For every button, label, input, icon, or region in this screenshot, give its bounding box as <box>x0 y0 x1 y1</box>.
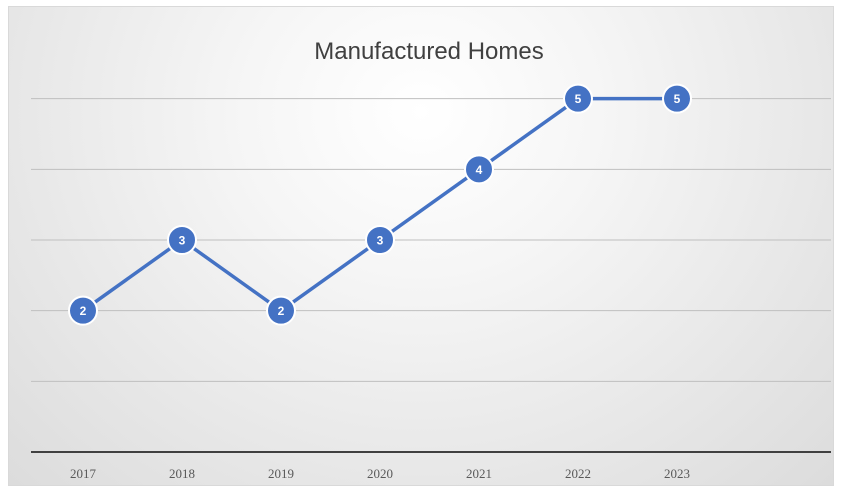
x-tick-label: 2018 <box>169 466 195 481</box>
chart-title: Manufactured Homes <box>314 38 543 65</box>
data-point <box>266 295 296 326</box>
x-tick-label: 2023 <box>664 466 690 481</box>
x-tick-label: 2020 <box>367 466 393 481</box>
x-tick-label: 2022 <box>565 466 591 481</box>
data-label: 3 <box>179 234 186 248</box>
data-label: 2 <box>278 304 285 318</box>
chart-area: Manufactured Homes 2017 2018 2019 2020 2021 2… <box>8 6 834 486</box>
data-point <box>365 225 395 255</box>
data-label: 3 <box>377 234 384 248</box>
series-group: 2 3 2 3 4 5 5 <box>68 83 692 326</box>
gridlines <box>31 98 831 382</box>
x-tick-label: 2021 <box>466 466 492 481</box>
data-label: 4 <box>476 163 483 177</box>
data-point <box>563 83 593 114</box>
data-label: 5 <box>575 92 582 106</box>
x-tick-label: 2017 <box>70 466 97 481</box>
data-point <box>68 295 98 326</box>
data-point <box>167 225 197 255</box>
data-point <box>464 154 494 185</box>
x-axis-ticks: 2017 2018 2019 2020 2021 2022 2023 <box>70 466 690 481</box>
series-line <box>81 96 677 313</box>
line-chart: Manufactured Homes 2017 2018 2019 2020 2021 2… <box>31 38 831 481</box>
data-point <box>662 83 692 114</box>
x-tick-label: 2019 <box>268 466 294 481</box>
data-label: 2 <box>80 304 87 318</box>
data-label: 5 <box>674 92 681 106</box>
